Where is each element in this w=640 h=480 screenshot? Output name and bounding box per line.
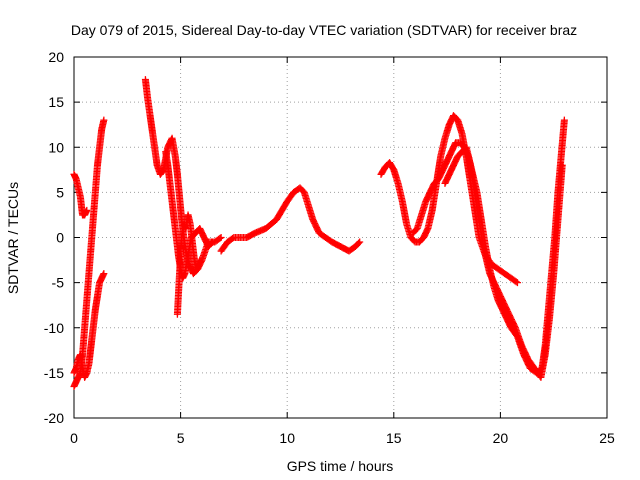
data-point	[100, 116, 108, 124]
x-tick-label: 20	[493, 430, 509, 446]
data-point	[217, 234, 225, 241]
series-segment-6	[173, 211, 204, 318]
data-point	[513, 279, 521, 287]
data-point	[216, 234, 224, 242]
y-tick-label: 20	[48, 49, 64, 65]
y-tick-label: -20	[44, 410, 64, 426]
series-segment-7	[217, 184, 364, 255]
series-segment-4	[141, 76, 225, 278]
y-tick-label: -15	[44, 365, 64, 381]
data-point	[100, 270, 108, 278]
x-tick-label: 0	[70, 430, 78, 446]
x-axis-label: GPS time / hours	[287, 458, 394, 474]
data-series	[70, 76, 568, 390]
series-segment-3	[70, 270, 108, 381]
data-point	[208, 239, 216, 247]
x-tick-label: 10	[279, 430, 295, 446]
series-segment-1	[70, 170, 91, 219]
data-point	[355, 239, 363, 247]
y-tick-label: 10	[48, 139, 64, 155]
y-tick-label: -10	[44, 320, 64, 336]
y-tick-label: 15	[48, 94, 64, 110]
data-point	[512, 278, 520, 286]
x-tick-label: 5	[177, 430, 185, 446]
chart-title: Day 079 of 2015, Sidereal Day-to-day VTE…	[71, 22, 577, 38]
x-tick-label: 15	[386, 430, 402, 446]
y-tick-label: 0	[56, 230, 64, 246]
data-point	[209, 238, 217, 246]
data-point	[558, 161, 566, 169]
axis-ticks: 0 5 10 15 20 25 -20 -15 -10 -5 0 5 10 15 20	[44, 49, 615, 446]
y-tick-label: -5	[52, 275, 65, 291]
data-point	[196, 256, 204, 264]
series-segment-10	[441, 143, 566, 381]
data-point	[560, 116, 568, 124]
data-point	[83, 206, 91, 214]
data-point	[356, 238, 364, 246]
y-axis-label: SDTVAR / TECUs	[5, 182, 21, 294]
y-tick-label: 5	[56, 184, 64, 200]
x-tick-label: 25	[599, 430, 615, 446]
